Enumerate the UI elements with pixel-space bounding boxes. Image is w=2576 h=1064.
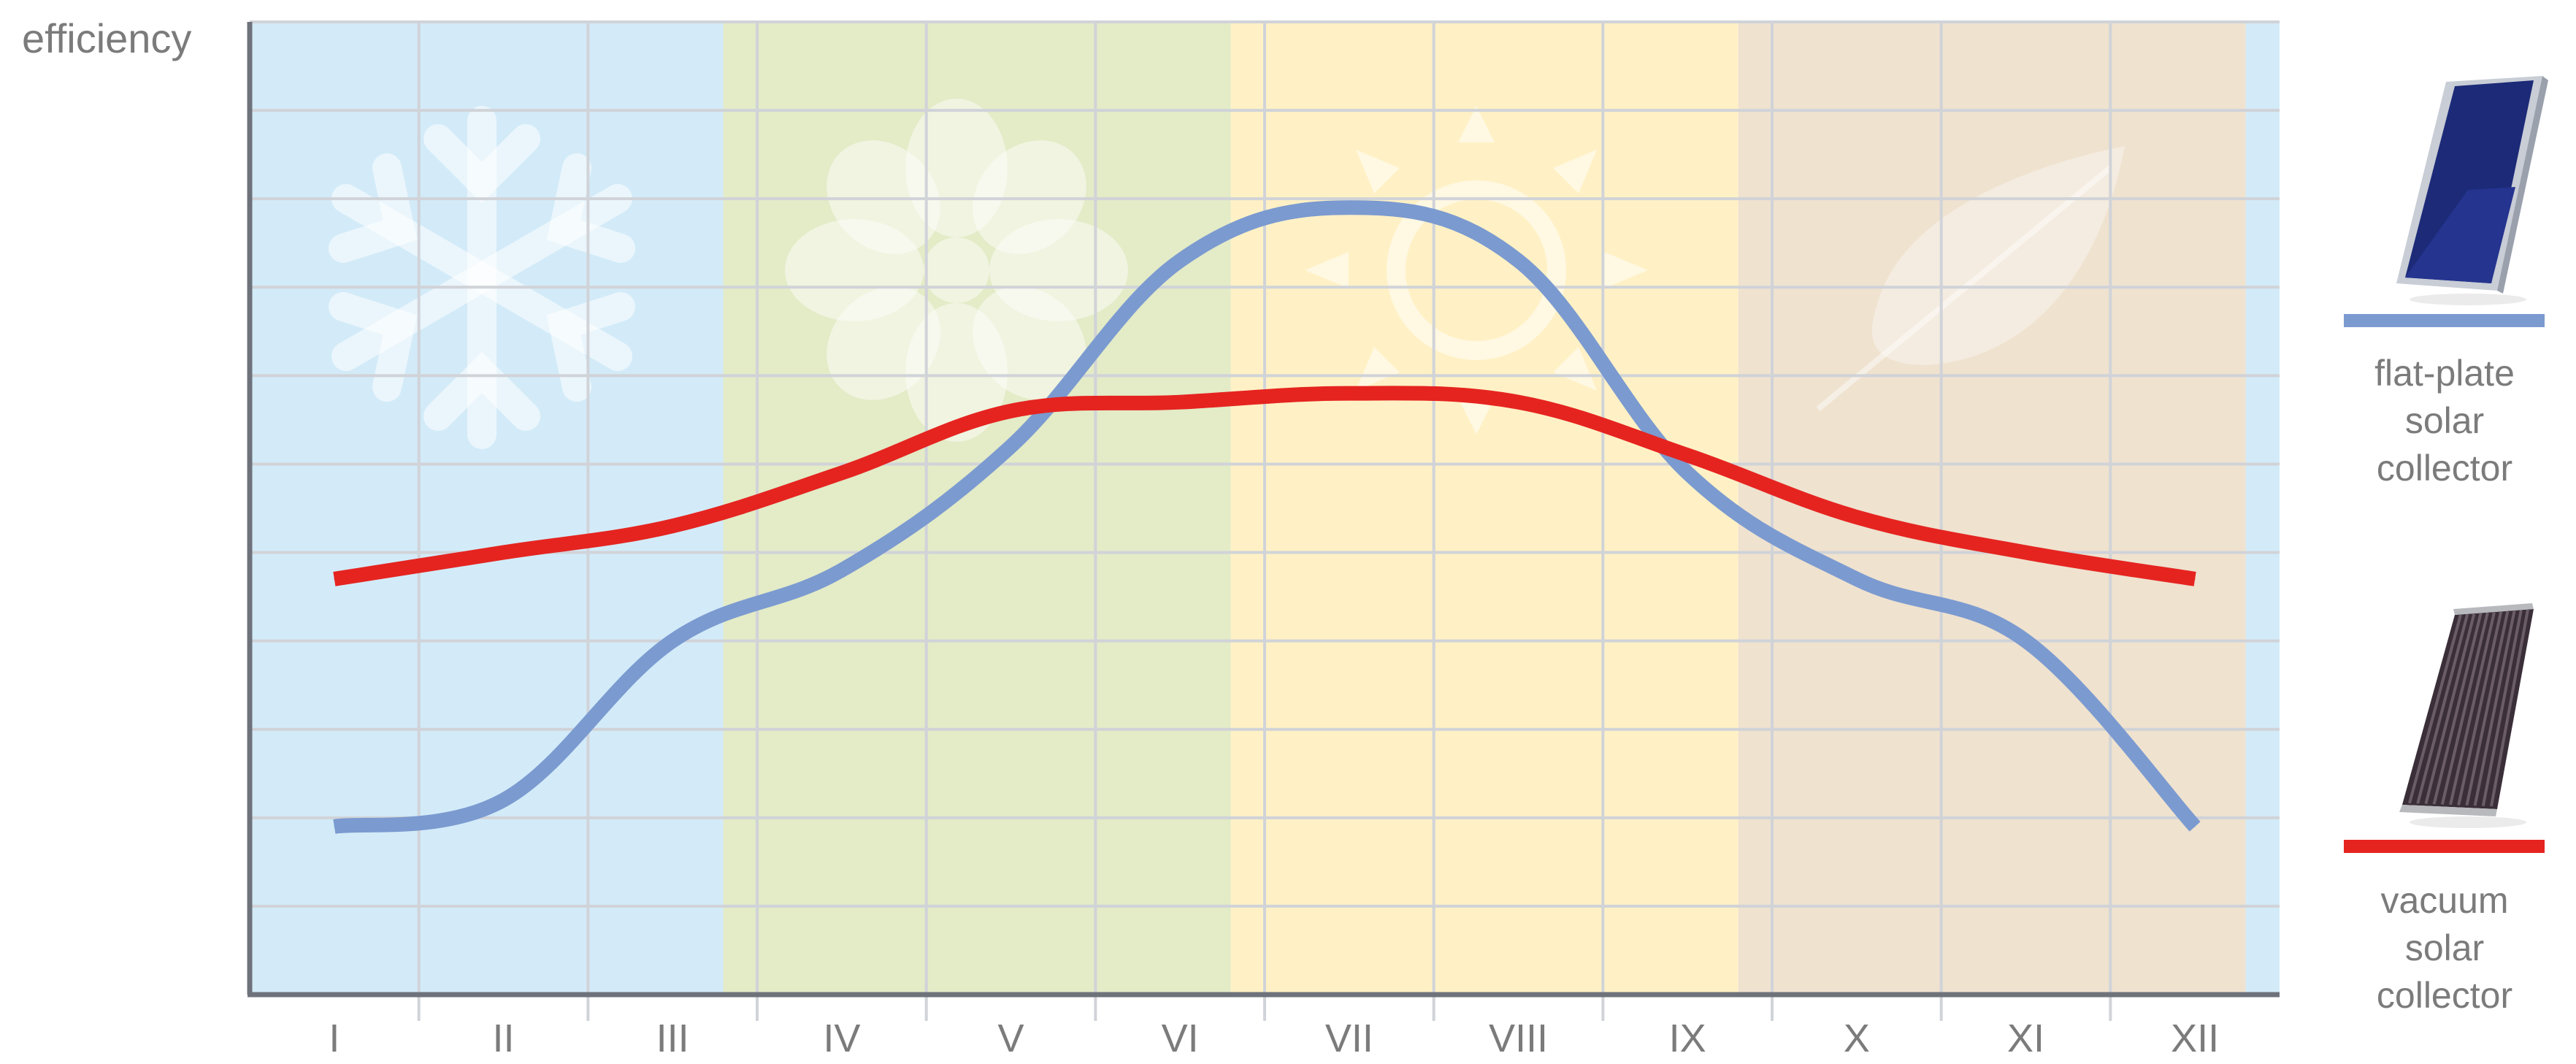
axes	[247, 22, 2280, 998]
series-line-0	[333, 200, 2201, 834]
vacuum-tube	[2481, 610, 2523, 806]
season-band-summer-2	[1230, 22, 1739, 995]
x-tick-label-iv: IV	[823, 1017, 860, 1060]
data-point-0-xii	[2194, 826, 2196, 827]
data-point-0-xi	[2025, 640, 2026, 642]
data-point-0-ix	[1687, 472, 1688, 474]
data-point-0-x	[1856, 578, 1858, 580]
legend-label-vacuum-line1: vacuum	[2380, 880, 2508, 921]
data-point-0-viii	[1518, 260, 1519, 261]
vacuum-tube	[2457, 611, 2503, 805]
vacuum-tube	[2440, 612, 2489, 805]
vacuum-tube	[2465, 611, 2510, 806]
grid-lines	[250, 20, 2280, 1021]
x-tick-label-v: V	[997, 1017, 1024, 1060]
x-tick-label-xi: XI	[2007, 1017, 2044, 1060]
vacuum-tube-collector-icon	[2399, 603, 2534, 828]
season-band-spring-1	[723, 22, 1231, 995]
data-point-1-x	[1856, 516, 1858, 518]
legend-label-flat-plate-line1: flat-plate	[2374, 353, 2515, 394]
legend-label-vacuum-line3: collector	[2377, 975, 2512, 1016]
vacuum-tube	[2473, 611, 2516, 806]
vacuum-tube	[2490, 609, 2529, 807]
legend-label-flat-plate-line3: collector	[2377, 448, 2512, 489]
x-tick-label-viii: VIII	[1489, 1017, 1548, 1060]
x-tick-label-iii: III	[656, 1017, 689, 1060]
x-tick-label-x: X	[1844, 1017, 1870, 1060]
legend-swatch-flat-plate	[2344, 314, 2545, 327]
series-lines	[333, 200, 2201, 834]
data-point-1-xi	[2025, 552, 2026, 554]
legend-label-vacuum-line2: solar	[2405, 927, 2484, 968]
data-point-1-iii	[672, 525, 673, 527]
data-point-1-ix	[1687, 454, 1688, 456]
y-axis-label: efficiency	[22, 15, 191, 61]
legend-swatch-vacuum	[2344, 840, 2545, 853]
vacuum-tube	[2416, 613, 2469, 804]
x-tick-label-vi: VI	[1162, 1017, 1199, 1060]
season-icons	[329, 99, 2125, 449]
data-point-0-vi	[1179, 260, 1181, 261]
data-point-1-xii	[2194, 578, 2196, 580]
flat-plate-collector-icon	[2396, 76, 2548, 305]
flower-icon	[785, 99, 1128, 442]
x-tick-label-ix: IX	[1669, 1017, 1706, 1060]
vacuum-tube	[2449, 612, 2496, 805]
x-tick-labels: I II III IV V VI VII VIII IX X XI XII	[329, 1017, 2219, 1060]
legend-label-flat-plate-line2: solar	[2405, 400, 2484, 441]
legend: flat-plate solar collector vacuum solar …	[2344, 76, 2548, 1016]
vacuum-tube	[2424, 613, 2476, 805]
season-band-winter-4	[2245, 22, 2280, 995]
vacuum-tube	[2432, 613, 2483, 805]
x-tick-label-i: I	[329, 1017, 340, 1060]
series-line-1	[333, 386, 2196, 586]
snowflake-icon	[329, 106, 635, 449]
sun-icon	[1305, 106, 1648, 435]
data-point-0-iii	[672, 640, 673, 642]
data-point-1-ii	[503, 552, 504, 554]
x-tick-label-xii: XII	[2171, 1017, 2219, 1060]
season-bands	[250, 22, 2280, 995]
vacuum-tube	[2408, 614, 2462, 804]
x-tick-label-vii: VII	[1325, 1017, 1373, 1060]
x-tick-label-ii: II	[492, 1017, 514, 1060]
data-point-1-iv	[841, 472, 843, 474]
